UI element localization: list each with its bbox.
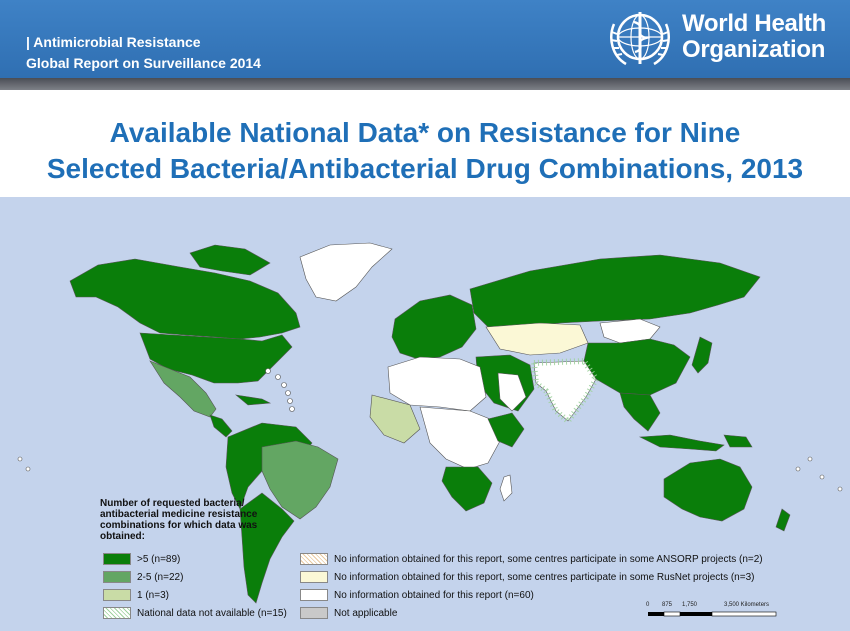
region-greenland xyxy=(299,242,393,302)
region-north-africa xyxy=(387,356,487,412)
small-state-markers xyxy=(17,368,843,492)
who-emblem-icon xyxy=(610,12,670,66)
header-subtitle-line1: | Antimicrobial Resistance xyxy=(26,34,201,50)
legend-swatch xyxy=(103,571,131,583)
org-name-line1: World Health xyxy=(682,10,826,37)
south-asia-hatch xyxy=(530,357,600,426)
region-west-africa xyxy=(369,394,421,444)
legend-title: Number of requested bacteria/ antibacter… xyxy=(100,498,258,542)
region-russia xyxy=(469,254,761,328)
scale-tick-1750: 1,750 xyxy=(682,602,698,608)
region-central-america xyxy=(209,414,233,438)
legend-label: No information obtained for this report,… xyxy=(334,572,755,583)
region-europe xyxy=(391,294,477,360)
map-title-line2: Selected Bacteria/Antibacterial Drug Com… xyxy=(46,153,804,184)
region-caribbean xyxy=(234,394,272,406)
region-arabia xyxy=(497,372,527,412)
legend-label: No information obtained for this report,… xyxy=(334,554,763,565)
region-new-zealand xyxy=(775,508,791,532)
legend-swatch xyxy=(103,589,131,601)
scale-bar xyxy=(648,611,777,617)
legend-swatch xyxy=(103,607,131,619)
region-japan xyxy=(691,336,713,374)
region-north-america-north xyxy=(69,258,301,340)
world-map-svg xyxy=(17,242,843,604)
region-central-africa xyxy=(419,406,501,470)
org-name-line2: Organization xyxy=(682,36,826,63)
legend-label: >5 (n=89) xyxy=(137,554,181,565)
legend-label: 1 (n=3) xyxy=(137,590,169,601)
scale-tick-3500: 3,500 Kilometers xyxy=(724,602,770,608)
region-indonesia xyxy=(638,434,725,452)
region-mexico xyxy=(149,360,217,418)
legend-swatch xyxy=(300,589,328,601)
region-china xyxy=(583,338,691,396)
header-divider xyxy=(0,78,850,90)
legend-label: Not applicable xyxy=(334,608,398,619)
region-madagascar xyxy=(499,474,513,502)
legend-label: 2-5 (n=22) xyxy=(137,572,184,583)
legend-swatch xyxy=(300,571,328,583)
region-east-africa xyxy=(487,412,525,448)
header-subtitle-line2: Global Report on Surveillance 2014 xyxy=(26,55,261,71)
region-papua xyxy=(723,434,753,448)
region-south-asia xyxy=(533,360,597,422)
region-arctic-islands xyxy=(189,244,271,276)
region-brazil xyxy=(261,440,339,520)
scale-tick-0: 0 xyxy=(646,602,650,608)
scale-tick-875: 875 xyxy=(662,602,673,608)
report-header: | Antimicrobial Resistance Global Report… xyxy=(0,0,850,78)
region-southern-africa xyxy=(441,466,493,512)
region-central-asia xyxy=(485,322,589,356)
legend-label: No information obtained for this report … xyxy=(334,590,534,601)
legend-label: National data not available (n=15) xyxy=(137,608,287,619)
legend-swatch xyxy=(103,553,131,565)
legend-swatch xyxy=(300,553,328,565)
legend-swatch xyxy=(300,607,328,619)
world-map xyxy=(0,197,850,631)
region-southeast-asia xyxy=(619,392,661,432)
region-australia xyxy=(663,458,753,522)
map-title-line1: Available National Data* on Resistance f… xyxy=(109,117,741,148)
region-south-america-south xyxy=(239,492,295,604)
